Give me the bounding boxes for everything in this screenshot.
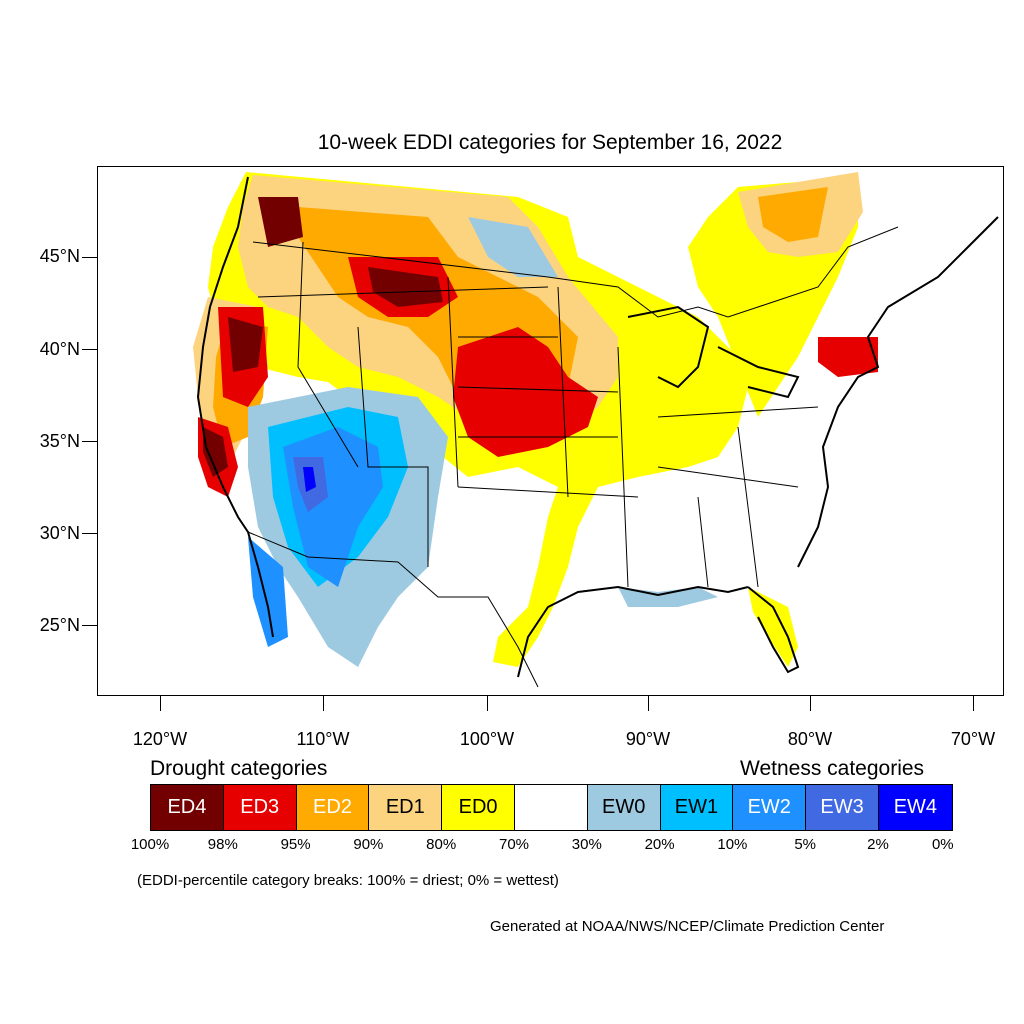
lat-tick-40 xyxy=(82,349,97,350)
legend-break-label: 90% xyxy=(353,836,384,853)
florida-coast xyxy=(747,586,800,674)
legend-break-label: 30% xyxy=(571,836,602,853)
region-ed4-ca xyxy=(203,427,228,477)
legend-cell-ed1: ED1 xyxy=(369,785,443,830)
great-lakes xyxy=(627,305,800,399)
category-fill-regions xyxy=(193,172,878,667)
state-line-7 xyxy=(457,386,619,393)
legend-break-label: 10% xyxy=(717,836,748,853)
lat-tick-25 xyxy=(82,625,97,626)
drought-categories-heading: Drought categories xyxy=(150,757,328,780)
legend-break-label: 0% xyxy=(931,836,954,853)
legend-cell-ew2: EW2 xyxy=(733,785,807,830)
legend-cell-ed4: ED4 xyxy=(151,785,224,830)
coastlines xyxy=(196,176,999,678)
lon-tick-80 xyxy=(810,696,811,711)
state-line-14 xyxy=(737,426,759,588)
lon-label-100: 100°W xyxy=(459,729,515,749)
state-line-13 xyxy=(697,496,709,588)
lon-label-80: 80°W xyxy=(787,729,833,749)
legend-cell-ed0: ED0 xyxy=(442,785,515,830)
lat-tick-30 xyxy=(82,533,97,534)
lon-tick-90 xyxy=(648,696,649,711)
us-mexico-border xyxy=(247,531,539,688)
region-ed4-or xyxy=(228,317,263,372)
state-line-1 xyxy=(257,286,549,298)
wetness-categories-heading: Wetness categories xyxy=(740,757,925,780)
state-line-12 xyxy=(657,466,799,488)
lat-label-45: 45°N xyxy=(39,246,80,266)
state-line-9 xyxy=(457,486,639,498)
legend-colorbar: ED4 ED3 ED2 ED1 ED0 EW0 EW1 EW2 EW3 EW4 xyxy=(150,784,953,831)
region-ew4 xyxy=(303,467,316,492)
state-line-2 xyxy=(297,241,359,468)
legend-cell-ew0: EW0 xyxy=(587,785,661,830)
lat-tick-35 xyxy=(82,441,97,442)
us-canada-border xyxy=(252,226,899,318)
legend-break-label: 80% xyxy=(426,836,457,853)
legend-cell-ew3: EW3 xyxy=(806,785,879,830)
east-coast xyxy=(797,216,999,568)
region-ew0-north xyxy=(468,217,558,277)
region-ed4-mt xyxy=(368,267,443,307)
west-coast xyxy=(196,176,274,638)
gulf-coast xyxy=(517,585,749,678)
category-breaks-note: (EDDI-percentile category breaks: 100% =… xyxy=(137,872,559,889)
lon-tick-120 xyxy=(160,696,161,711)
lat-tick-45 xyxy=(82,257,97,258)
region-ed3-plains xyxy=(453,327,598,457)
legend-cell-neutral xyxy=(514,785,588,830)
state-line-4 xyxy=(447,276,459,488)
state-line-3 xyxy=(357,326,429,567)
lat-label-35: 35°N xyxy=(39,431,80,451)
lat-label-40: 40°N xyxy=(39,339,80,359)
region-ed4-wa xyxy=(258,197,303,247)
state-line-11 xyxy=(657,406,819,418)
legend-break-label: 5% xyxy=(794,836,817,853)
state-line-5 xyxy=(557,286,569,498)
legend-cell-ed3: ED3 xyxy=(223,785,297,830)
legend-cell-ed2: ED2 xyxy=(296,785,370,830)
region-ed0-florida xyxy=(748,587,798,667)
lon-label-110: 110°W xyxy=(296,729,350,749)
lon-tick-70 xyxy=(973,696,974,711)
lon-label-70: 70°W xyxy=(950,729,996,749)
legend-cell-ew4: EW4 xyxy=(878,785,952,830)
eddi-map xyxy=(193,172,999,688)
region-ed3-ne xyxy=(818,337,878,377)
legend-break-label: 100% xyxy=(130,836,170,853)
legend-break-label: 2% xyxy=(867,836,889,853)
map-panel xyxy=(97,166,1004,696)
lon-label-120: 120°W xyxy=(132,729,188,749)
state-line-10 xyxy=(617,346,629,588)
lat-label-25: 25°N xyxy=(39,615,80,635)
boundary-lines xyxy=(247,226,899,688)
legend-break-label: 70% xyxy=(498,836,530,853)
lon-tick-110 xyxy=(323,696,324,711)
region-ed2-ne xyxy=(758,187,828,242)
lon-label-90: 90°W xyxy=(625,729,671,749)
lat-label-30: 30°N xyxy=(39,523,80,543)
legend-break-label: 98% xyxy=(207,836,238,853)
map-title: 10-week EDDI categories for September 16… xyxy=(317,131,783,154)
credit-line: Generated at NOAA/NWS/NCEP/Climate Predi… xyxy=(490,918,885,935)
legend-cell-ew1: EW1 xyxy=(660,785,734,830)
lon-tick-100 xyxy=(487,696,488,711)
legend-break-label: 20% xyxy=(644,836,675,853)
legend-break-label: 95% xyxy=(280,836,311,853)
